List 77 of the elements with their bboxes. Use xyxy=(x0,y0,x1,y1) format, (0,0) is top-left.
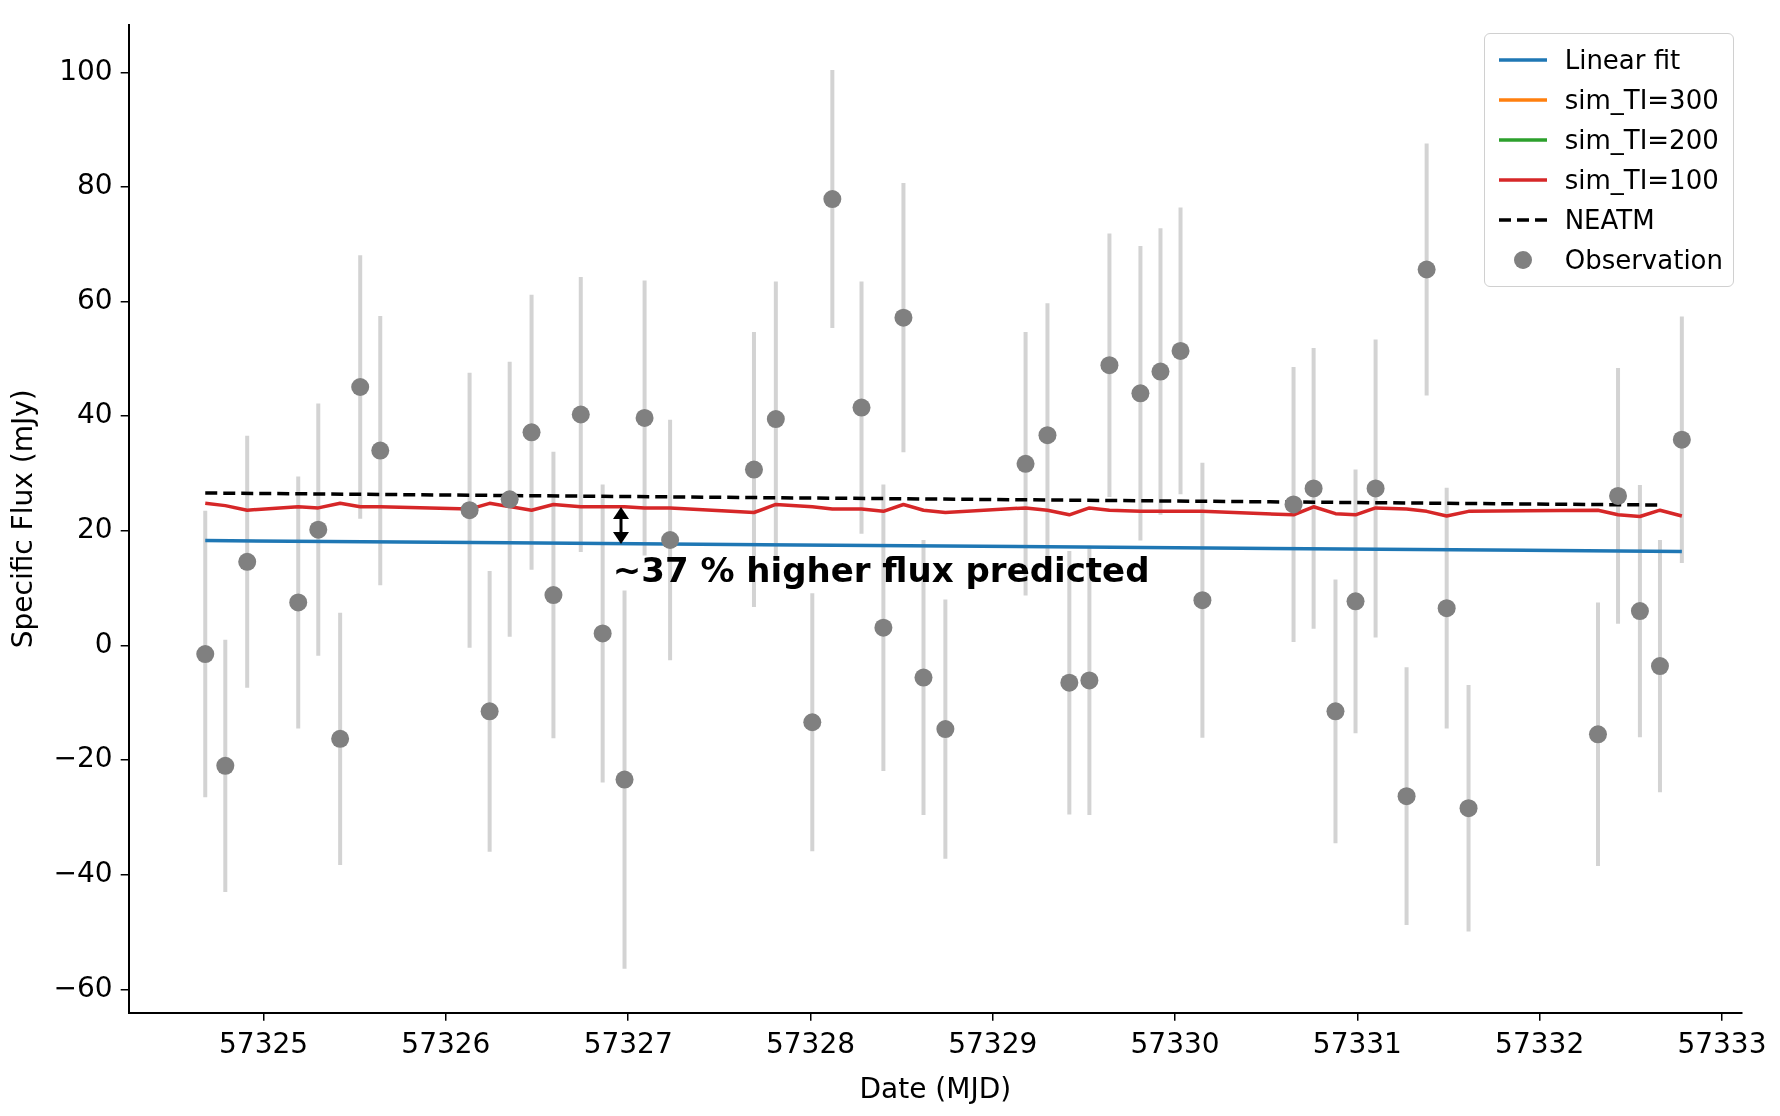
x-tick-label: 57326 xyxy=(401,1026,491,1060)
point xyxy=(635,408,654,427)
x-tick-label: 57325 xyxy=(219,1026,309,1060)
x-tick-label: 57329 xyxy=(948,1026,1038,1060)
point xyxy=(480,702,499,721)
y-tick-label: 60 xyxy=(77,282,113,316)
point xyxy=(1016,454,1035,473)
point xyxy=(351,377,370,396)
point xyxy=(914,668,933,687)
point xyxy=(1060,673,1079,692)
point xyxy=(1417,260,1436,279)
point xyxy=(1366,479,1385,498)
x-tick-label: 57332 xyxy=(1495,1026,1585,1060)
x-tick-label: 57331 xyxy=(1312,1026,1402,1060)
y-tick-label: 0 xyxy=(94,626,113,660)
point xyxy=(852,398,871,417)
point xyxy=(803,713,822,732)
point xyxy=(661,531,680,549)
point xyxy=(1151,362,1170,381)
y-tick-label: −20 xyxy=(53,741,113,775)
point xyxy=(1304,479,1323,498)
legend-label: sim_TI=200 xyxy=(1564,124,1719,155)
point xyxy=(1038,426,1057,445)
point xyxy=(1171,341,1190,360)
point xyxy=(309,520,328,539)
point xyxy=(1131,384,1150,403)
point xyxy=(874,618,893,637)
point xyxy=(1437,599,1456,618)
annotation: ~37 % higher flux predicted xyxy=(612,549,1150,590)
point xyxy=(1100,356,1119,375)
legend-label: NEATM xyxy=(1564,204,1655,235)
point xyxy=(1397,787,1416,806)
point xyxy=(593,624,612,643)
point xyxy=(522,423,541,442)
y-tick-label: 40 xyxy=(77,397,113,431)
point xyxy=(331,729,350,748)
x-tick-label: 57328 xyxy=(765,1026,856,1060)
point xyxy=(823,190,842,209)
point xyxy=(1609,486,1628,505)
point xyxy=(1193,591,1212,610)
y-tick-label: −40 xyxy=(53,855,113,889)
y-tick-label: 20 xyxy=(77,512,113,546)
point xyxy=(1650,657,1669,676)
x-axis-title: Date (MJD) xyxy=(859,1072,1012,1106)
point xyxy=(371,441,390,460)
legend-label: sim_TI=300 xyxy=(1564,84,1719,115)
point xyxy=(238,552,257,571)
x-tick-label: 57327 xyxy=(583,1026,673,1060)
legend-label: Observation xyxy=(1564,244,1723,275)
y-tick-label: 80 xyxy=(77,168,113,202)
x-tick-label: 57330 xyxy=(1130,1026,1220,1060)
point xyxy=(1672,430,1691,449)
point xyxy=(744,460,763,479)
point xyxy=(615,770,634,789)
y-tick-label: 100 xyxy=(59,53,113,87)
point xyxy=(500,490,519,509)
point xyxy=(1326,702,1345,721)
legend-label: Linear fit xyxy=(1564,44,1681,75)
point xyxy=(1346,592,1365,611)
x-tick-label: 57333 xyxy=(1677,1026,1767,1060)
point xyxy=(936,720,955,739)
point xyxy=(1459,799,1478,818)
point xyxy=(196,645,215,664)
y-tick-label: −60 xyxy=(53,970,113,1004)
point xyxy=(1630,602,1649,621)
point xyxy=(1588,725,1607,744)
point xyxy=(571,405,590,424)
point xyxy=(460,501,479,520)
point xyxy=(1080,671,1099,690)
y-axis-title: Specific Flux (mJy) xyxy=(6,389,40,649)
point xyxy=(289,593,308,612)
point xyxy=(1284,495,1303,514)
legend-label: sim_TI=100 xyxy=(1564,164,1719,195)
point xyxy=(544,586,563,605)
point xyxy=(894,308,913,327)
point xyxy=(216,756,235,775)
point xyxy=(766,410,785,429)
